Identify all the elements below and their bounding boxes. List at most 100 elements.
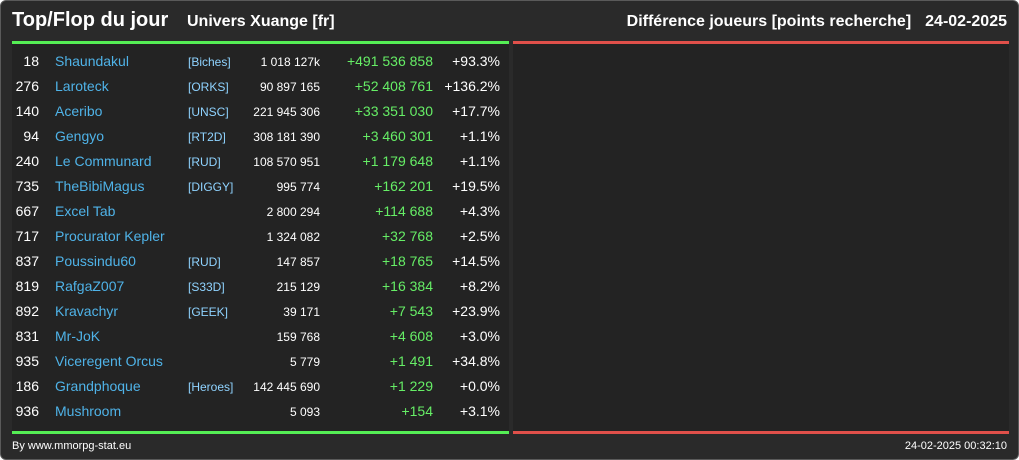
flop-panel-top-bar <box>513 41 1009 44</box>
points-cell: 39 171 <box>283 305 320 319</box>
player-link[interactable]: Mushroom <box>55 403 122 419</box>
player-link[interactable]: TheBibiMagus <box>55 178 145 194</box>
player-link[interactable]: Kravachyr <box>55 303 119 319</box>
percent-cell: +1.1% <box>459 128 500 144</box>
top-panel-top-bar <box>12 41 509 44</box>
rank-cell: 935 <box>15 353 39 369</box>
difference-cell: +4 608 <box>389 328 433 344</box>
percent-cell: +93.3% <box>452 53 500 69</box>
points-cell: 308 181 390 <box>253 130 320 144</box>
points-cell: 142 445 690 <box>253 380 320 394</box>
rank-cell: 667 <box>15 203 39 219</box>
player-link[interactable]: Mr-JoK <box>55 328 101 344</box>
alliance-tag[interactable]: [Biches] <box>188 55 231 69</box>
rank-cell: 936 <box>15 403 39 419</box>
difference-cell: +3 460 301 <box>362 128 433 144</box>
points-cell: 215 129 <box>276 280 320 294</box>
player-link[interactable]: Gengyo <box>55 128 105 144</box>
percent-cell: +4.3% <box>459 203 500 219</box>
player-link[interactable]: Aceribo <box>55 103 103 119</box>
points-cell: 5 093 <box>289 405 320 419</box>
difference-cell: +1 491 <box>389 353 433 369</box>
player-link[interactable]: Le Communard <box>55 153 152 169</box>
difference-cell: +491 536 858 <box>346 53 433 69</box>
rank-cell: 819 <box>15 278 39 294</box>
top-panel: 18 Shaundakul [Biches] 1 018 127k +491 536 8… <box>12 44 509 431</box>
player-link[interactable]: Shaundakul <box>55 53 129 69</box>
percent-cell: +2.5% <box>459 228 500 244</box>
rank-cell: 276 <box>15 78 39 94</box>
flop-panel-bottom-bar <box>513 431 1009 434</box>
percent-cell: +0.0% <box>459 378 500 394</box>
player-link[interactable]: Grandphoque <box>55 378 141 394</box>
difference-cell: +1 179 648 <box>362 153 433 169</box>
points-cell: 1 324 082 <box>266 230 320 244</box>
percent-cell: +3.0% <box>459 328 500 344</box>
player-link[interactable]: Excel Tab <box>55 203 116 219</box>
percent-cell: +17.7% <box>452 103 500 119</box>
alliance-tag[interactable]: [RUD] <box>188 155 221 169</box>
alliance-tag[interactable]: [ORKS] <box>188 80 229 94</box>
rank-cell: 837 <box>15 253 39 269</box>
difference-cell: +16 384 <box>382 278 433 294</box>
alliance-tag[interactable]: [RUD] <box>188 255 221 269</box>
difference-cell: +114 688 <box>375 203 433 219</box>
footer-credit: By www.mmorpg-stat.eu <box>12 440 132 452</box>
player-link[interactable]: RafgaZ007 <box>55 278 125 294</box>
player-link[interactable]: Procurator Kepler <box>55 228 165 244</box>
points-cell: 90 897 165 <box>259 80 320 94</box>
table-row: 186 Grandphoque [Heroes] 142 445 690 +1 229 +… <box>12 374 509 399</box>
player-link[interactable]: Poussindu60 <box>55 253 136 269</box>
player-link[interactable]: Viceregent Orcus <box>55 353 163 369</box>
rank-cell: 831 <box>15 328 39 344</box>
points-cell: 147 857 <box>276 255 320 269</box>
rank-cell: 735 <box>15 178 39 194</box>
flop-panel <box>513 44 1009 431</box>
category-label: Différence joueurs [points recherche] <box>626 13 912 30</box>
top-rows-list: 18 Shaundakul [Biches] 1 018 127k +491 536 8… <box>12 49 509 424</box>
difference-cell: +154 <box>401 403 433 419</box>
table-row: 18 Shaundakul [Biches] 1 018 127k +491 536 8… <box>12 49 509 74</box>
points-cell: 5 779 <box>289 355 320 369</box>
table-row: 935 Viceregent Orcus 5 779 +1 491 +34.8% <box>12 349 509 374</box>
points-cell: 2 800 294 <box>266 205 320 219</box>
points-cell: 995 774 <box>276 180 320 194</box>
percent-cell: +19.5% <box>452 178 500 194</box>
difference-cell: +33 351 030 <box>354 103 433 119</box>
alliance-tag[interactable]: [Heroes] <box>188 380 234 394</box>
table-row: 837 Poussindu60 [RUD] 147 857 +18 765 +14.5% <box>12 249 509 274</box>
table-row: 94 Gengyo [RT2D] 308 181 390 +3 460 301 +1.1% <box>12 124 509 149</box>
rank-cell: 94 <box>23 128 39 144</box>
difference-cell: +162 201 <box>374 178 433 194</box>
rank-cell: 18 <box>23 53 39 69</box>
rank-cell: 140 <box>15 103 39 119</box>
table-row: 667 Excel Tab 2 800 294 +114 688 +4.3% <box>12 199 509 224</box>
alliance-tag[interactable]: [DIGGY] <box>188 180 234 194</box>
alliance-tag[interactable]: [UNSC] <box>188 105 229 119</box>
footer-timestamp: 24-02-2025 00:32:10 <box>904 440 1007 452</box>
table-row: 276 Laroteck [ORKS] 90 897 165 +52 408 761 +1… <box>12 74 509 99</box>
rank-cell: 717 <box>15 228 39 244</box>
table-row: 735 TheBibiMagus [DIGGY] 995 774 +162 201 +19… <box>12 174 509 199</box>
table-row: 140 Aceribo [UNSC] 221 945 306 +33 351 030 +1… <box>12 99 509 124</box>
difference-cell: +52 408 761 <box>354 78 433 94</box>
table-row: 831 Mr-JoK 159 768 +4 608 +3.0% <box>12 324 509 349</box>
difference-cell: +1 229 <box>389 378 433 394</box>
percent-cell: +3.1% <box>459 403 500 419</box>
alliance-tag[interactable]: [GEEK] <box>188 305 229 319</box>
alliance-tag[interactable]: [RT2D] <box>188 130 226 144</box>
alliance-tag[interactable]: [S33D] <box>188 280 225 294</box>
difference-cell: +18 765 <box>382 253 433 269</box>
page-title: Top/Flop du jour <box>12 9 169 31</box>
header-date: 24-02-2025 <box>925 13 1007 30</box>
table-row: 936 Mushroom 5 093 +154 +3.1% <box>12 399 509 424</box>
player-link[interactable]: Laroteck <box>55 78 109 94</box>
table-row: 717 Procurator Kepler 1 324 082 +32 768 +2.5… <box>12 224 509 249</box>
difference-cell: +7 543 <box>389 303 433 319</box>
universe-label: Univers Xuange [fr] <box>187 13 335 30</box>
percent-cell: +14.5% <box>452 253 500 269</box>
points-cell: 159 768 <box>276 330 320 344</box>
difference-cell: +32 768 <box>382 228 433 244</box>
rank-cell: 186 <box>15 378 39 394</box>
